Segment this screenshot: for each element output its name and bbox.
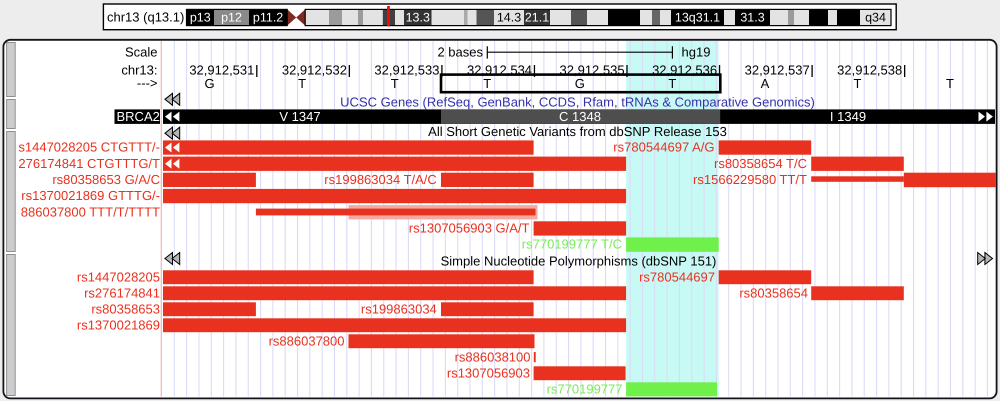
svg-text:276174841 CTGTTTG/T: 276174841 CTGTTTG/T: [18, 156, 160, 171]
svg-text:31.3: 31.3: [740, 11, 764, 25]
svg-text:rs780544697 A/G: rs780544697 A/G: [613, 140, 714, 155]
svg-text:32,912,533: 32,912,533: [374, 63, 439, 78]
svg-text:q34: q34: [865, 11, 886, 25]
svg-text:rs770199777 T/C: rs770199777 T/C: [522, 237, 622, 252]
svg-text:rs1370021869 GTTTG/-: rs1370021869 GTTTG/-: [21, 188, 160, 203]
svg-text:p11.2: p11.2: [253, 11, 283, 25]
svg-text:T: T: [391, 76, 399, 91]
svg-text:--->: --->: [137, 76, 158, 91]
svg-text:rs1447028205: rs1447028205: [77, 270, 160, 285]
svg-text:G: G: [205, 76, 215, 91]
svg-text:32,912,531: 32,912,531: [189, 63, 254, 78]
svg-text:rs1370021869: rs1370021869: [77, 318, 160, 333]
svg-text:32,912,537: 32,912,537: [745, 63, 810, 78]
svg-text:T: T: [946, 76, 954, 91]
svg-text:BRCA2: BRCA2: [117, 109, 160, 124]
svg-text:2 bases: 2 bases: [437, 45, 483, 60]
svg-text:C 1348: C 1348: [559, 109, 601, 124]
svg-text:rs80358654 T/C: rs80358654 T/C: [714, 156, 807, 171]
svg-text:hg19: hg19: [682, 45, 711, 60]
svg-text:32,912,538: 32,912,538: [837, 63, 902, 78]
svg-text:13.3: 13.3: [406, 11, 430, 25]
svg-text:rs770199777: rs770199777: [547, 382, 623, 397]
svg-text:All Short Genetic Variants fro: All Short Genetic Variants from dbSNP Re…: [428, 124, 727, 139]
svg-text:rs780544697: rs780544697: [639, 270, 715, 285]
svg-text:14.3: 14.3: [497, 11, 521, 25]
svg-text:13q31.1: 13q31.1: [675, 11, 720, 25]
svg-text:rs80358654: rs80358654: [739, 286, 808, 301]
svg-text:chr13:: chr13:: [121, 63, 157, 78]
svg-text:V 1347: V 1347: [279, 109, 320, 124]
svg-text:p13: p13: [190, 11, 211, 25]
svg-text:G: G: [575, 76, 585, 91]
svg-text:rs199863034: rs199863034: [361, 302, 437, 317]
svg-text:rs1307056903 G/A/T: rs1307056903 G/A/T: [409, 221, 530, 236]
svg-text:s1447028205 CTGTTT/-: s1447028205 CTGTTT/-: [18, 140, 160, 155]
svg-text:T: T: [668, 76, 676, 91]
svg-text:886037800 TTT/T/TTTT: 886037800 TTT/T/TTTT: [21, 204, 160, 219]
svg-text:rs1566229580 TT/T: rs1566229580 TT/T: [693, 172, 807, 187]
svg-text:T: T: [853, 76, 861, 91]
svg-text:A: A: [761, 76, 770, 91]
svg-text:rs886037800: rs886037800: [269, 334, 345, 349]
svg-text:Scale: Scale: [125, 45, 158, 60]
svg-text:UCSC Genes (RefSeq, GenBank, C: UCSC Genes (RefSeq, GenBank, CCDS, Rfam,…: [340, 94, 815, 109]
svg-text:21.1: 21.1: [525, 11, 549, 25]
svg-text:T: T: [483, 76, 491, 91]
svg-text:rs80358653 G/A/C: rs80358653 G/A/C: [52, 172, 160, 187]
svg-text:rs1307056903: rs1307056903: [447, 366, 530, 381]
svg-text:Simple Nucleotide Polymorphism: Simple Nucleotide Polymorphisms (dbSNP 1…: [441, 254, 717, 269]
svg-text:p12: p12: [221, 11, 242, 25]
svg-text:rs80358653: rs80358653: [91, 302, 160, 317]
svg-text:rs886038100: rs886038100: [455, 350, 531, 365]
svg-text:T: T: [298, 76, 306, 91]
svg-text:rs276174841: rs276174841: [84, 286, 160, 301]
svg-text:chr13 (q13.1): chr13 (q13.1): [107, 10, 184, 25]
svg-text:rs199863034 T/A/C: rs199863034 T/A/C: [324, 172, 437, 187]
svg-text:32,912,532: 32,912,532: [282, 63, 347, 78]
svg-text:I 1349: I 1349: [830, 109, 866, 124]
